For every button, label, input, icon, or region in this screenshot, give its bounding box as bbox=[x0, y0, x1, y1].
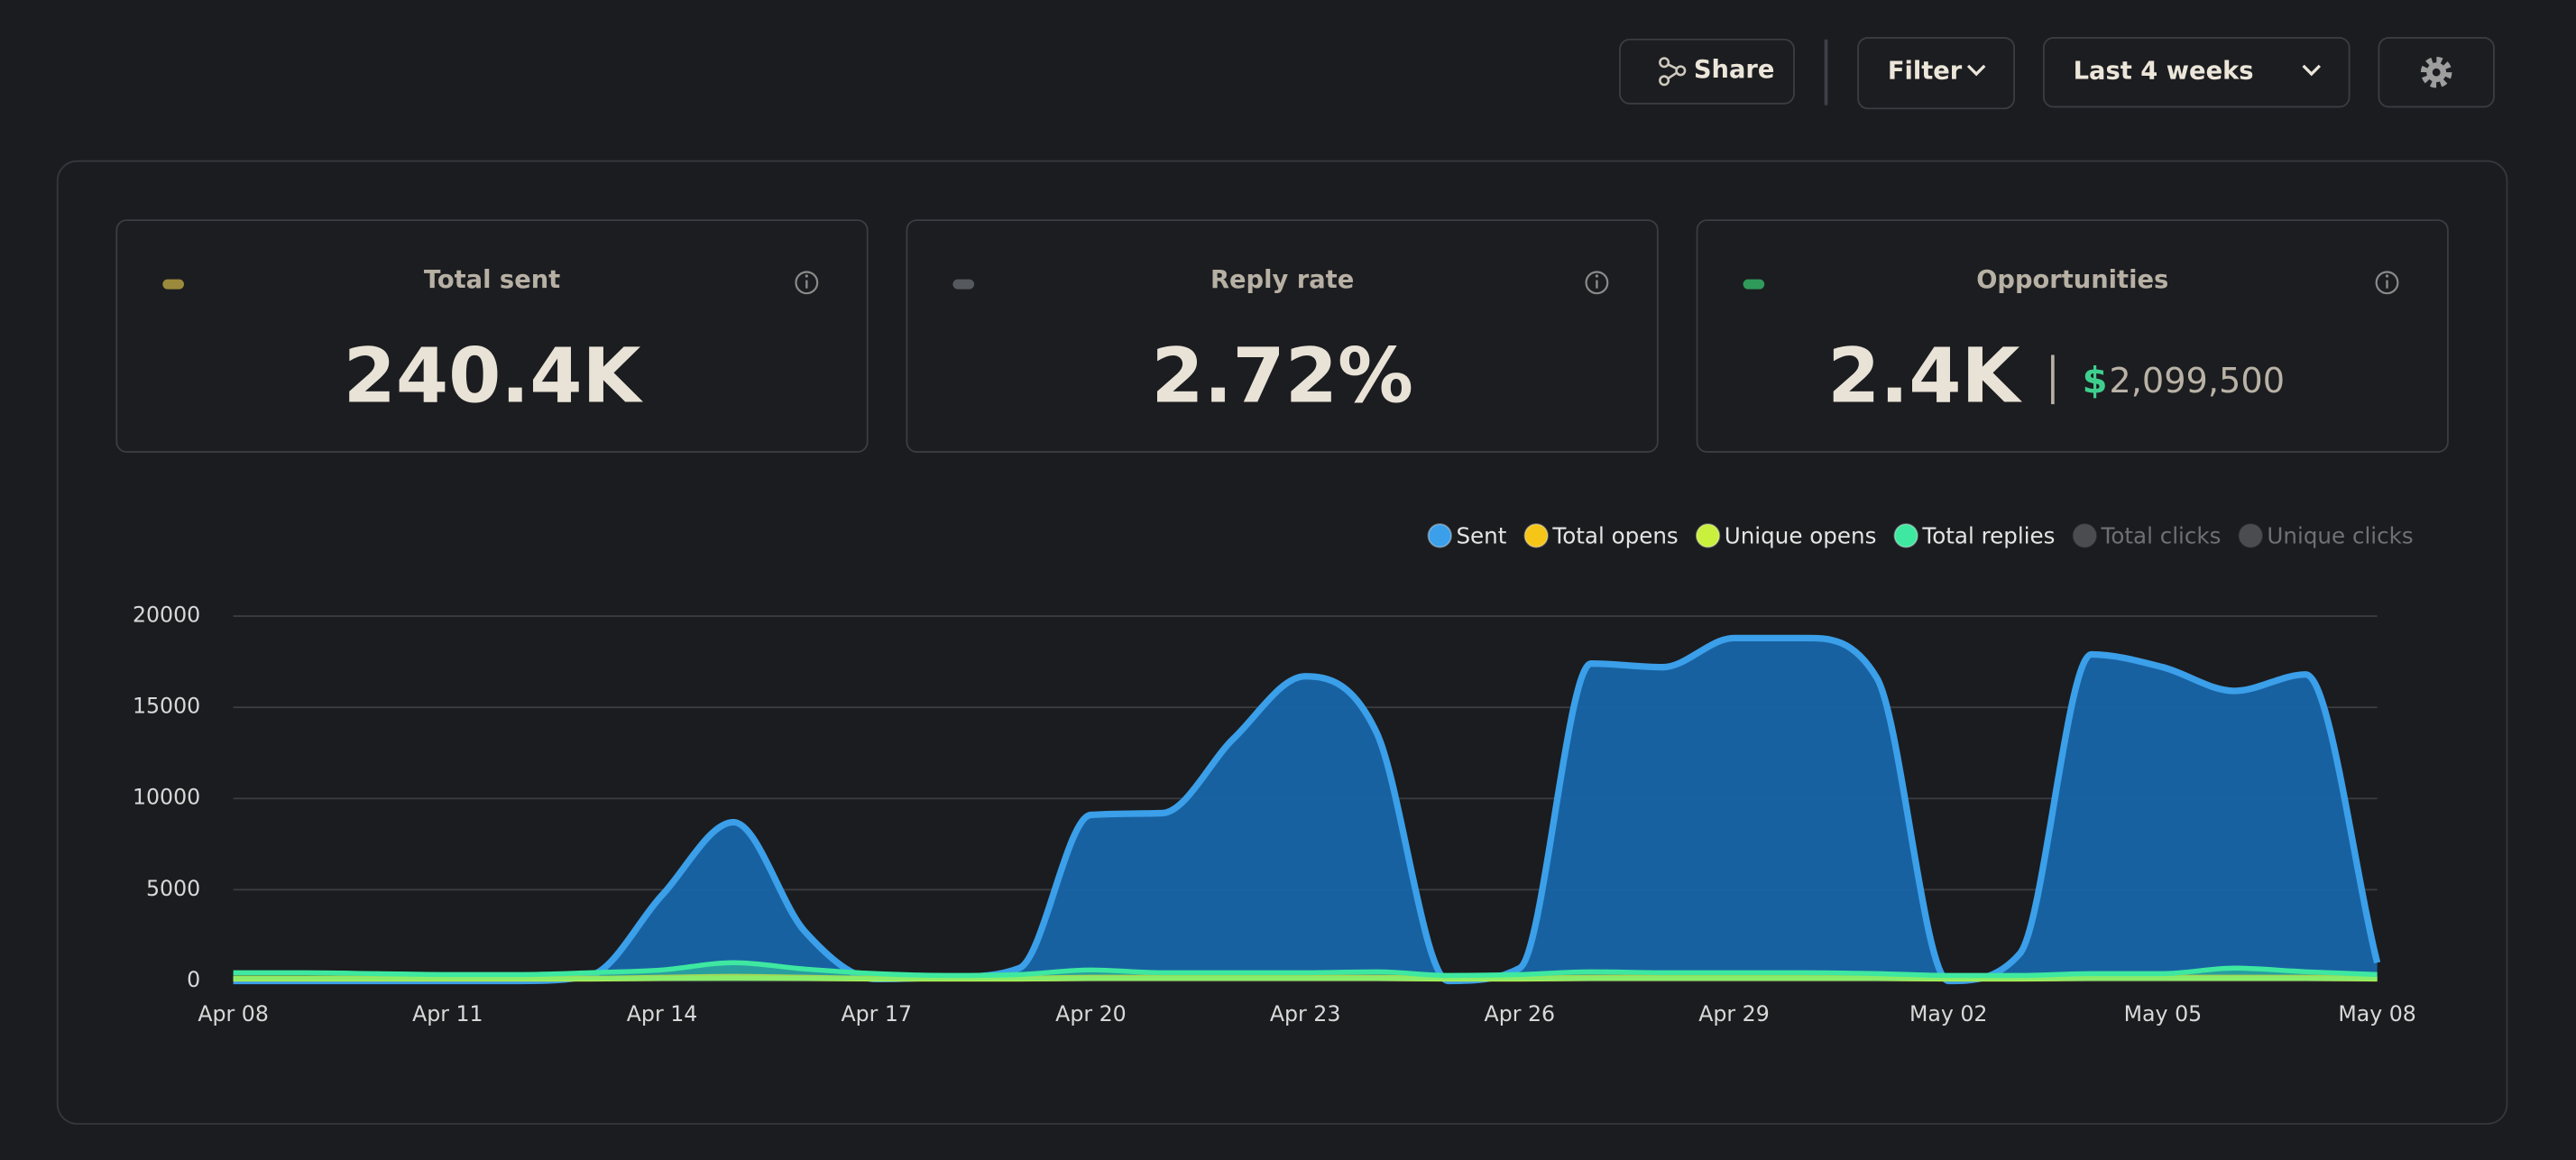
stat-card: Reply rate 2.72% bbox=[906, 219, 1659, 453]
series-line bbox=[233, 975, 2378, 982]
x-tick-label: Apr 29 bbox=[1698, 1001, 1770, 1027]
card-dot bbox=[162, 279, 184, 290]
card-title: Reply rate bbox=[1210, 266, 1354, 294]
x-tick-label: Apr 20 bbox=[1055, 1001, 1127, 1027]
y-tick-label: 10000 bbox=[133, 785, 200, 810]
stat-cards: Total sent 240.4K Reply rate 2.72% Opportuni… bbox=[115, 219, 2449, 453]
card-title: Opportunities bbox=[1976, 266, 2168, 294]
y-tick-label: 20000 bbox=[133, 603, 200, 628]
legend-swatch bbox=[1695, 523, 1721, 548]
legend-label[interactable]: Total opens bbox=[1551, 523, 1678, 549]
legend-label[interactable]: Unique opens bbox=[1725, 523, 1877, 549]
x-tick-label: Apr 26 bbox=[1485, 1001, 1556, 1027]
x-tick-label: Apr 11 bbox=[412, 1001, 483, 1027]
info-icon-dot bbox=[1595, 274, 1599, 278]
stat-card: Opportunities 2.4K $2,099,500 bbox=[1696, 219, 2449, 453]
x-tick-label: Apr 14 bbox=[627, 1001, 698, 1027]
share-button-frame[interactable] bbox=[1619, 38, 1795, 105]
legend-label[interactable]: Sent bbox=[1456, 523, 1506, 549]
info-icon-dot bbox=[2385, 274, 2389, 278]
info-icon[interactable] bbox=[1585, 271, 1609, 295]
legend-label[interactable]: Total replies bbox=[1921, 523, 2055, 549]
card-frame bbox=[115, 219, 869, 453]
range-label[interactable]: Last 4 weeks bbox=[2074, 58, 2254, 86]
info-icon[interactable] bbox=[2375, 271, 2399, 295]
legend-swatch bbox=[2238, 523, 2263, 548]
range-dropdown-frame[interactable] bbox=[2042, 37, 2351, 108]
legend-item[interactable]: Total clicks bbox=[2072, 523, 2222, 549]
info-icon[interactable] bbox=[795, 271, 819, 295]
legend-item[interactable]: Total replies bbox=[1893, 523, 2056, 549]
filter-button-frame[interactable] bbox=[1857, 37, 2015, 110]
legend-item[interactable]: Total opens bbox=[1523, 523, 1679, 549]
legend-label[interactable]: Unique clicks bbox=[2267, 523, 2413, 549]
series-line bbox=[233, 960, 2378, 979]
legend-swatch bbox=[1523, 523, 1549, 548]
settings-button[interactable] bbox=[2378, 37, 2495, 108]
card-dot bbox=[952, 279, 975, 290]
legend-swatch bbox=[2072, 523, 2097, 548]
x-tick-label: May 02 bbox=[1909, 1001, 1988, 1027]
y-tick-label: 15000 bbox=[133, 694, 200, 719]
y-tick-label: 5000 bbox=[146, 876, 200, 901]
series-area bbox=[233, 638, 2378, 981]
card-dot bbox=[1743, 279, 1765, 290]
share-label[interactable]: Share bbox=[1694, 56, 1775, 84]
legend-label[interactable]: Total clicks bbox=[2101, 523, 2222, 549]
x-tick-label: Apr 17 bbox=[841, 1001, 912, 1027]
range-dropdown[interactable]: Last 4 weeks bbox=[2042, 37, 2351, 108]
legend-swatch bbox=[1893, 523, 1918, 548]
legend-swatch bbox=[1427, 523, 1452, 548]
stat-card: Total sent 240.4K bbox=[115, 219, 869, 453]
chevron bbox=[1966, 64, 1986, 77]
x-tick-label: May 05 bbox=[2124, 1001, 2203, 1027]
gear-hole bbox=[2432, 68, 2441, 77]
currency-symbol: $ bbox=[2083, 360, 2108, 401]
card-value: 240.4K bbox=[344, 332, 644, 420]
card-value: 2.72% bbox=[1151, 332, 1413, 420]
card-frame bbox=[1696, 219, 2449, 453]
legend: Sent Total opens Unique opens Total replies… bbox=[1427, 523, 2414, 549]
card-title: Total sent bbox=[424, 266, 560, 294]
chevron bbox=[2302, 64, 2322, 77]
info-icon-dot bbox=[805, 274, 808, 278]
opportunity-amount: 2,099,500 bbox=[2109, 361, 2285, 401]
x-tick-label: Apr 08 bbox=[198, 1001, 269, 1027]
share-button[interactable]: Share bbox=[1619, 38, 1795, 105]
legend-item[interactable]: Unique clicks bbox=[2238, 523, 2414, 549]
x-tick-label: Apr 23 bbox=[1270, 1001, 1341, 1027]
chart: 0 5000 10000 15000 20000 Apr 08 Apr 11 Apr 14 Ap… bbox=[133, 523, 2416, 1027]
y-tick-label: 0 bbox=[187, 967, 200, 992]
filter-button[interactable]: Filter bbox=[1857, 37, 2015, 110]
legend-item[interactable]: Sent bbox=[1427, 523, 1507, 549]
series-line bbox=[233, 634, 2381, 985]
legend-item[interactable]: Unique opens bbox=[1695, 523, 1877, 549]
share-icon bbox=[1659, 57, 1687, 87]
card-frame bbox=[906, 219, 1659, 453]
gear-teeth bbox=[2420, 56, 2452, 88]
card-value: 2.4K bbox=[1827, 332, 2022, 420]
filter-label[interactable]: Filter bbox=[1888, 58, 1963, 86]
x-tick-label: May 08 bbox=[2338, 1001, 2416, 1027]
